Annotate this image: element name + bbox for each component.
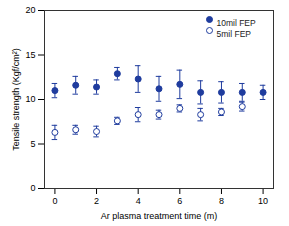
svg-text:0: 0: [52, 196, 57, 206]
svg-text:10mil FEP: 10mil FEP: [217, 18, 257, 28]
svg-text:5mil FEP: 5mil FEP: [217, 29, 252, 39]
svg-text:0: 0: [30, 183, 35, 193]
svg-text:Ar plasma treatment time (m): Ar plasma treatment time (m): [101, 211, 218, 221]
svg-text:6: 6: [177, 196, 182, 206]
svg-text:10: 10: [25, 94, 35, 104]
svg-text:4: 4: [136, 196, 141, 206]
svg-text:5: 5: [30, 139, 35, 149]
svg-text:10: 10: [258, 196, 268, 206]
svg-text:20: 20: [25, 5, 35, 15]
svg-text:2: 2: [94, 196, 99, 206]
svg-text:8: 8: [219, 196, 224, 206]
svg-text:15: 15: [25, 50, 35, 60]
svg-text:Tensile strength (Kgf/cm²): Tensile strength (Kgf/cm²): [11, 48, 21, 151]
